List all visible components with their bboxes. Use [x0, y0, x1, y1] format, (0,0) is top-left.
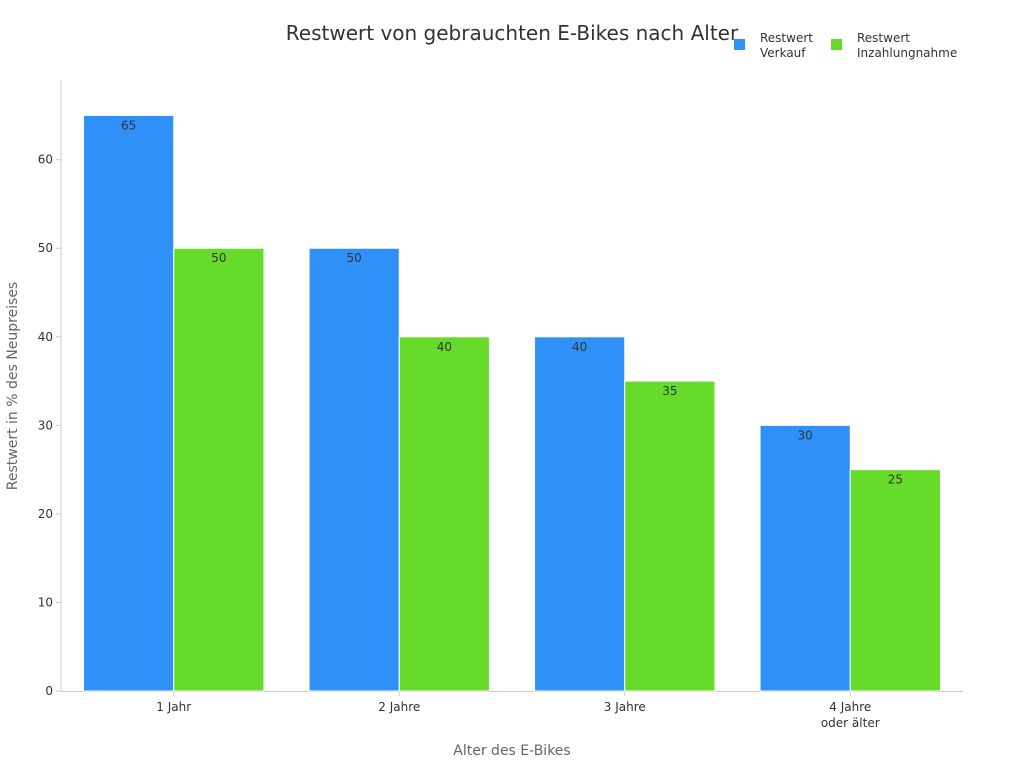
bar-series-2[interactable]: [173, 247, 265, 692]
y-tick-label: 10: [38, 595, 53, 609]
y-tick-label: 20: [38, 507, 53, 521]
y-tick-label: 60: [38, 153, 53, 167]
data-labels: 65 50 50 40 40 35 30 25: [121, 118, 903, 486]
x-axis-title: Alter des E-Bikes: [453, 743, 570, 759]
bar-value-label: 30: [798, 428, 813, 442]
bar-series-1[interactable]: [308, 247, 400, 692]
bar-value-label: 50: [347, 251, 362, 265]
bar-series-2[interactable]: [398, 336, 490, 692]
x-axis: 1 Jahr 2 Jahre 3 Jahre 4 Jahre oder älter: [61, 691, 963, 730]
bar-series-1[interactable]: [83, 114, 175, 692]
bar-series-1[interactable]: [759, 424, 851, 692]
legend-swatch-series-1: [734, 39, 745, 50]
bar-value-label: 35: [662, 384, 677, 398]
legend-label-series-1: Restwert Verkauf: [760, 31, 813, 60]
legend-swatch-series-2: [831, 39, 842, 50]
chart-title: Restwert von gebrauchten E-Bikes nach Al…: [286, 21, 739, 45]
y-tick-label: 30: [38, 418, 53, 432]
bar-value-label: 50: [211, 251, 226, 265]
x-tick-label: 2 Jahre: [378, 700, 420, 714]
bar-series-2[interactable]: [849, 469, 941, 692]
legend-label-series-2: Restwert Inzahlungnahme: [857, 31, 957, 60]
x-tick-label: 4 Jahre oder älter: [821, 700, 880, 730]
bar-series-1[interactable]: [534, 336, 626, 692]
y-tick-label: 50: [38, 241, 53, 255]
x-tick-label: 1 Jahr: [156, 700, 191, 714]
bar-series-2[interactable]: [624, 380, 716, 692]
bars: [83, 114, 941, 692]
bar-value-label: 25: [888, 473, 903, 487]
legend: Restwert Verkauf Restwert Inzahlungnahme: [734, 31, 957, 60]
x-tick-label: 3 Jahre: [604, 700, 646, 714]
y-axis-title: Restwert in % des Neupreises: [5, 282, 21, 490]
bar-value-label: 40: [437, 340, 452, 354]
bar-value-label: 40: [572, 340, 587, 354]
y-axis: 0 10 20 30 40 50 60: [38, 80, 62, 698]
y-tick-label: 40: [38, 330, 53, 344]
y-tick-label: 0: [45, 684, 53, 698]
bar-value-label: 65: [121, 118, 136, 132]
